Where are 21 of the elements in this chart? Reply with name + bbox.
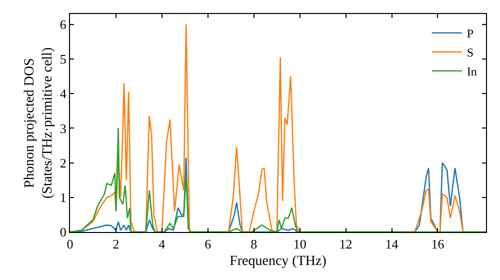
legend-label: In <box>466 64 477 79</box>
x-tick-label: 4 <box>158 236 166 252</box>
x-tick-label: 6 <box>204 236 212 252</box>
y-tick-label: 3 <box>60 120 66 136</box>
y-tick-label: 5 <box>60 52 66 67</box>
x-tick-label: 8 <box>250 236 258 252</box>
x-tick-label: 10 <box>293 236 306 252</box>
y-tick-label: 2 <box>60 155 66 170</box>
x-tick-label: 16 <box>431 236 445 252</box>
y-tick-label: 4 <box>60 86 67 102</box>
x-tick-label: 12 <box>339 236 352 252</box>
x-tick-label: 14 <box>385 236 399 252</box>
legend-label: P <box>466 26 474 41</box>
y-tick-label: 0 <box>60 224 66 240</box>
x-axis-title: Frequency (THz) <box>230 254 327 269</box>
y-tick-label: 6 <box>60 16 67 32</box>
y-tick-label: 1 <box>60 190 66 205</box>
legend-label: S <box>466 46 474 60</box>
line-series <box>70 128 486 232</box>
y-axis-title: Phonon projected DOS (States/THz·primitive cell) <box>22 47 56 199</box>
x-tick-label: 2 <box>112 236 120 252</box>
